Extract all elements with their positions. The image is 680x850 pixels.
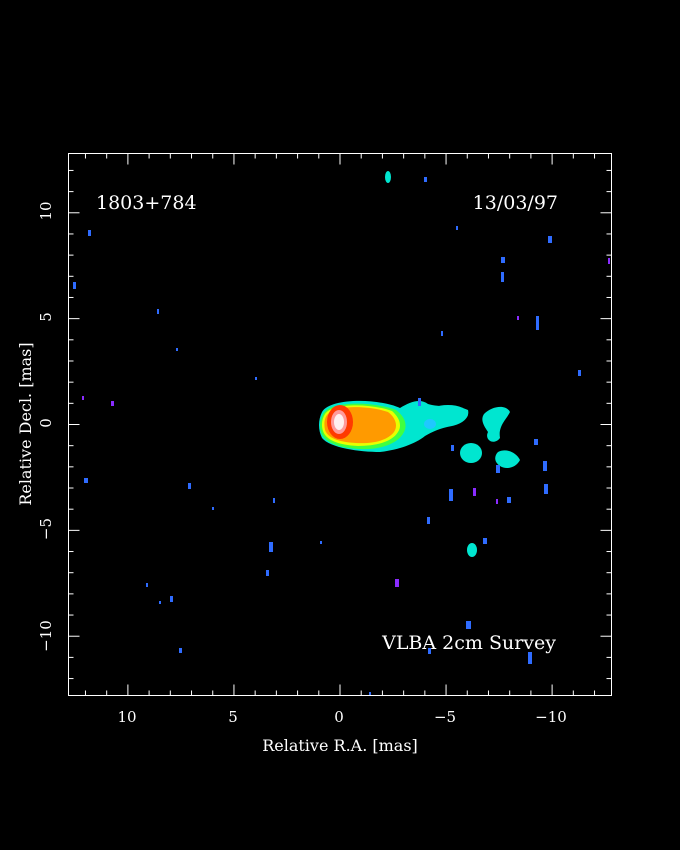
- y-tick-labels: 10 5 0 −5 −10: [37, 201, 55, 651]
- axis-ticks: [68, 153, 612, 696]
- jet-knot: [482, 406, 510, 442]
- x-tick-label: 5: [228, 708, 238, 726]
- noise-patches: [73, 177, 581, 695]
- observation-date: 13/03/97: [473, 192, 558, 214]
- y-tick-label: −10: [37, 620, 55, 652]
- jet-knot: [460, 443, 482, 463]
- noise-patches-purple: [82, 258, 610, 587]
- radio-emission-map: [73, 171, 610, 695]
- jet-knot: [467, 543, 477, 557]
- core-peak: [334, 414, 344, 430]
- x-tick-label: 10: [117, 708, 136, 726]
- x-tick-label: −10: [535, 708, 567, 726]
- x-tick-labels: 10 5 0 −5 −10: [117, 708, 566, 726]
- y-tick-label: 0: [37, 418, 55, 428]
- survey-name: VLBA 2cm Survey: [381, 632, 556, 654]
- x-tick-label: −5: [434, 708, 456, 726]
- source-name: 1803+784: [96, 192, 197, 214]
- jet-knot: [428, 405, 468, 423]
- x-tick-label: 0: [334, 708, 344, 726]
- y-tick-label: −5: [37, 518, 55, 540]
- jet-knot: [495, 450, 520, 468]
- x-axis-label: Relative R.A. [mas]: [262, 736, 418, 755]
- jet-knot: [424, 419, 436, 429]
- y-axis-label: Relative Decl. [mas]: [16, 342, 35, 505]
- jet-knot: [385, 171, 391, 183]
- y-tick-label: 10: [37, 201, 55, 220]
- y-tick-label: 5: [37, 312, 55, 322]
